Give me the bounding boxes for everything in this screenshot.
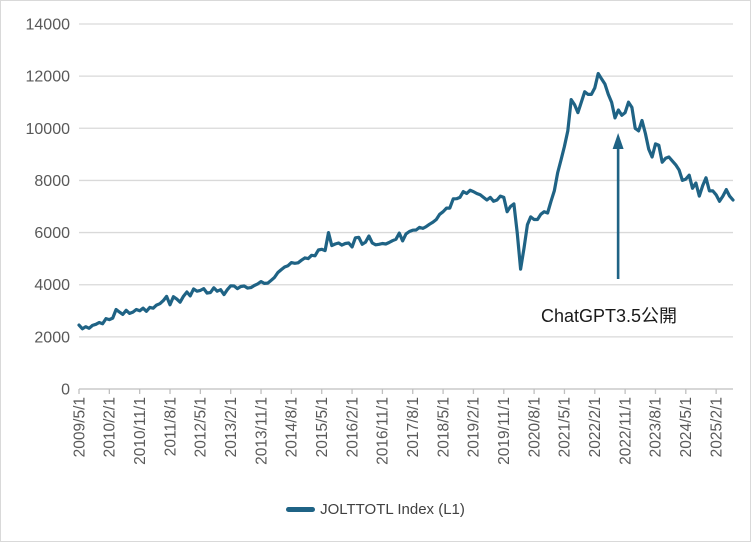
y-tick-label: 14000	[26, 17, 71, 34]
legend-label: JOLTTOTL Index (L1)	[320, 501, 465, 518]
y-tick-label: 2000	[34, 329, 70, 346]
x-tick-label: 2014/8/1	[284, 397, 301, 457]
x-tick-label: 2013/2/1	[223, 397, 240, 457]
x-tick-label: 2017/8/1	[405, 397, 422, 457]
x-tick-label: 2016/11/1	[375, 397, 392, 465]
y-tick-label: 6000	[34, 225, 70, 242]
x-tick-label: 2012/5/1	[193, 397, 210, 457]
y-tick-label: 0	[61, 382, 70, 399]
series-line-jolttotl	[77, 71, 735, 331]
x-tick-label: 2015/5/1	[314, 397, 331, 457]
legend: JOLTTOTL Index (L1)	[1, 501, 750, 518]
y-tick-label: 4000	[34, 277, 70, 294]
x-tick-label: 2019/11/1	[496, 397, 513, 465]
y-tick-label: 12000	[26, 69, 71, 86]
x-tick-label: 2021/5/1	[557, 397, 574, 457]
x-tick-label: 2022/2/1	[587, 397, 604, 457]
x-tick-label: 2024/5/1	[678, 397, 695, 457]
annotation-arrow-head	[612, 133, 624, 149]
y-tick-label: 8000	[34, 173, 70, 190]
legend-line-swatch	[286, 507, 316, 512]
x-tick-label: 2016/2/1	[344, 397, 361, 457]
x-tick-label: 2018/5/1	[435, 397, 452, 457]
x-tick-label: 2010/11/1	[132, 397, 149, 465]
x-tick-label: 2020/8/1	[526, 397, 543, 457]
x-tick-label: 2023/8/1	[648, 397, 665, 457]
x-tick-label: 2010/2/1	[102, 397, 119, 457]
x-tick-label: 2022/11/1	[617, 397, 634, 465]
chatgpt-release-annotation: ChatGPT3.5公開	[540, 306, 678, 326]
x-tick-label: 2019/2/1	[466, 397, 483, 457]
y-tick-label: 10000	[26, 121, 71, 138]
x-tick-label: 2013/11/1	[253, 397, 270, 465]
x-tick-label: 2025/2/1	[708, 397, 725, 457]
x-tick-label: 2009/5/1	[71, 397, 88, 457]
x-tick-label: 2011/8/1	[162, 397, 179, 456]
